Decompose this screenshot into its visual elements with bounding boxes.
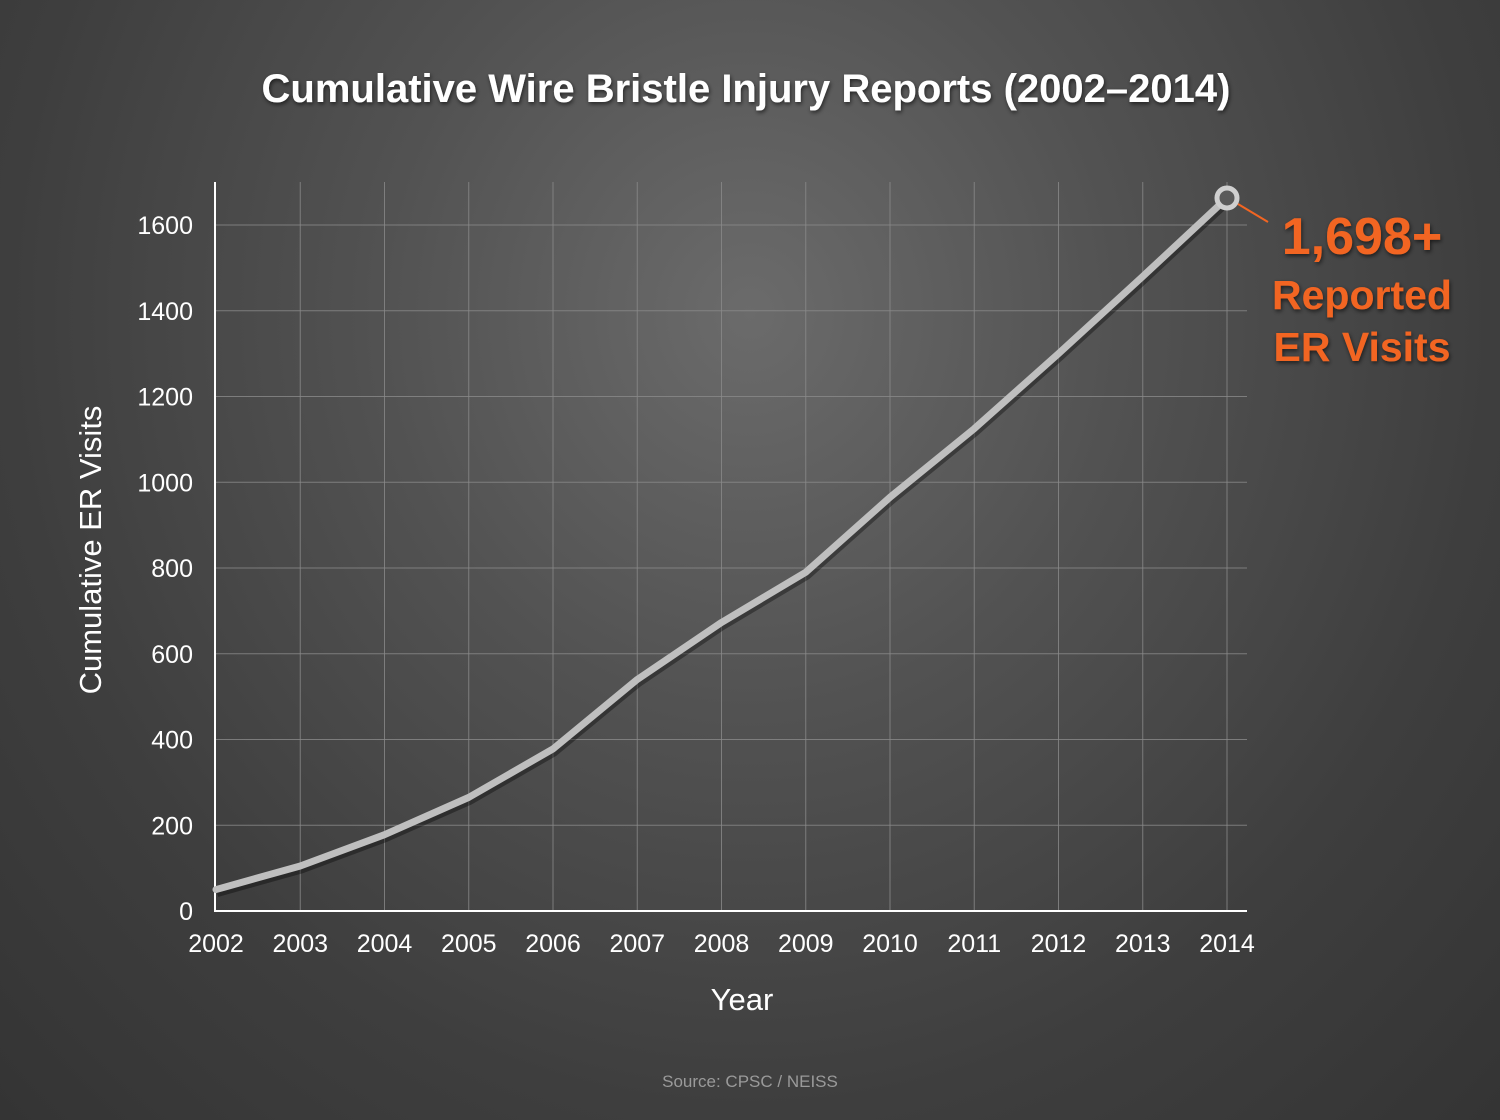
x-tick-label: 2013 xyxy=(1115,930,1171,958)
y-tick-label: 1000 xyxy=(137,469,193,497)
annotation-line2: ER Visits xyxy=(1274,324,1451,370)
data-point xyxy=(213,887,219,893)
annotation-value: 1,698+ xyxy=(1282,208,1443,266)
source-note: Source: CPSC / NEISS xyxy=(662,1072,838,1091)
grid xyxy=(215,182,1247,911)
x-tick-label: 2007 xyxy=(609,930,665,958)
y-axis-label: Cumulative ER Visits xyxy=(73,406,108,695)
y-tick-label: 800 xyxy=(151,555,193,583)
annotation-line1: Reported xyxy=(1272,272,1452,318)
x-tick-label: 2011 xyxy=(947,930,1001,958)
annotation: 1,698+ Reported ER Visits xyxy=(1237,203,1452,370)
y-tick-label: 400 xyxy=(151,727,193,755)
annotation-leader-line xyxy=(1237,203,1269,223)
endpoint-marker xyxy=(1214,185,1240,211)
data-point xyxy=(466,794,472,800)
chart-title: Cumulative Wire Bristle Injury Reports (… xyxy=(262,67,1231,111)
axes xyxy=(214,182,1247,912)
data-point xyxy=(719,619,725,625)
y-tick-label: 600 xyxy=(151,641,193,669)
y-tick-label: 200 xyxy=(151,812,193,840)
data-point xyxy=(297,863,303,869)
x-tick-label: 2010 xyxy=(862,930,918,958)
series-cumulative-er-visits xyxy=(212,185,1240,897)
y-tick-label: 1600 xyxy=(137,212,193,240)
x-tick-labels: 2002 2003 2004 2005 2006 2007 2008 2009 2010 2011… xyxy=(188,930,1255,958)
data-point xyxy=(887,494,893,500)
data-point xyxy=(1056,351,1062,357)
series-line-shadow xyxy=(215,197,1232,897)
data-point xyxy=(1140,273,1146,279)
x-tick-label: 2012 xyxy=(1031,930,1087,958)
x-tick-label: 2006 xyxy=(525,930,581,958)
x-tick-label: 2009 xyxy=(778,930,834,958)
data-point xyxy=(971,426,977,432)
x-tick-label: 2014 xyxy=(1199,930,1255,958)
data-point xyxy=(382,832,388,838)
x-tick-label: 2004 xyxy=(357,930,413,958)
data-point xyxy=(634,676,640,682)
data-point xyxy=(550,746,556,752)
y-tick-label: 0 xyxy=(179,898,193,926)
y-tick-label: 1400 xyxy=(137,298,193,326)
x-tick-label: 2005 xyxy=(441,930,497,958)
x-axis-label: Year xyxy=(711,982,774,1017)
x-tick-label: 2008 xyxy=(694,930,750,958)
y-tick-label: 1200 xyxy=(137,384,193,412)
series-line xyxy=(212,194,1231,894)
data-point xyxy=(803,569,809,575)
y-tick-labels: 0 200 400 600 800 1000 1200 1400 1600 xyxy=(137,212,193,926)
x-tick-label: 2002 xyxy=(188,930,244,958)
x-tick-label: 2003 xyxy=(272,930,328,958)
